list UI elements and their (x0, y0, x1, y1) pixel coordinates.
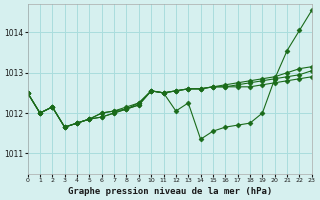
X-axis label: Graphe pression niveau de la mer (hPa): Graphe pression niveau de la mer (hPa) (68, 187, 272, 196)
